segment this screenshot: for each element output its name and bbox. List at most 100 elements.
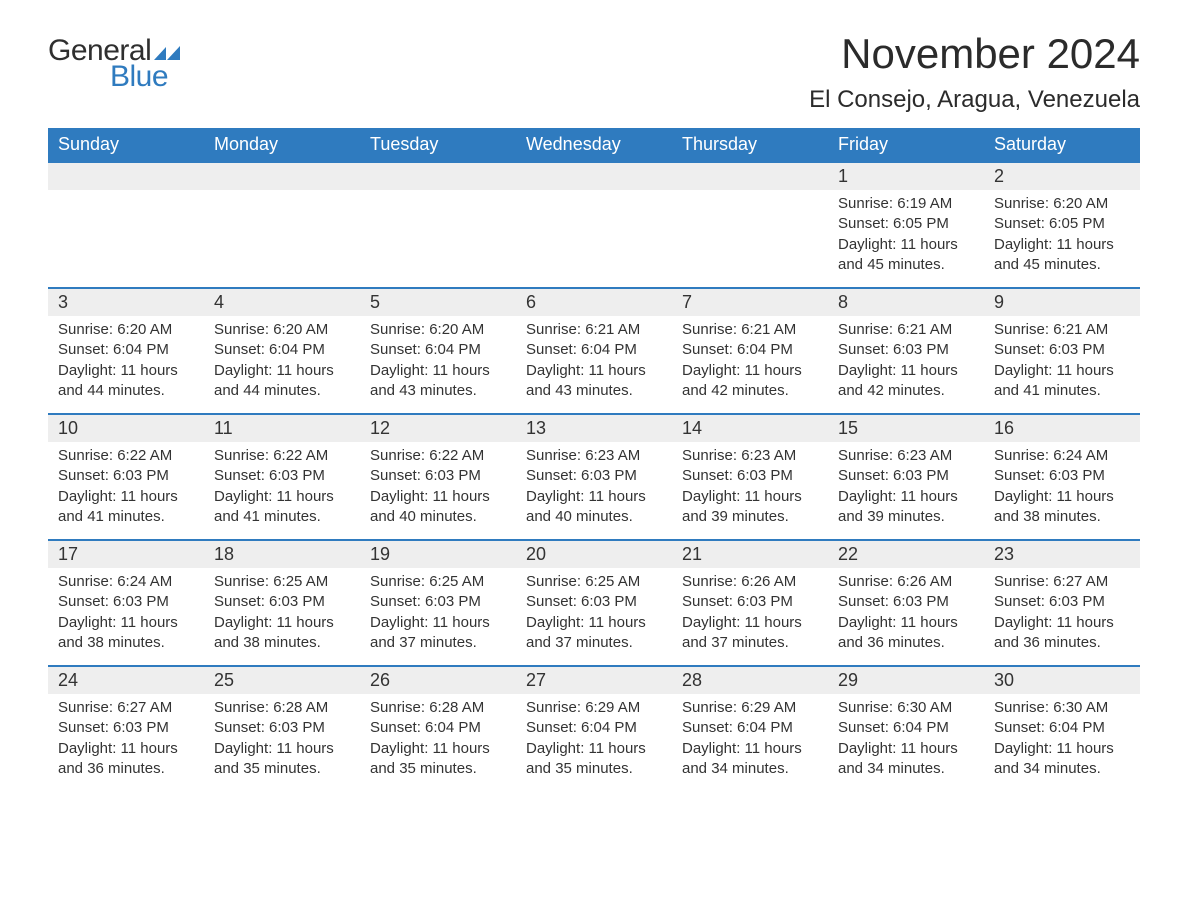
day-details: Sunrise: 6:29 AMSunset: 6:04 PMDaylight:…: [672, 694, 828, 787]
day-number: 21: [672, 539, 828, 568]
day-number: 8: [828, 287, 984, 316]
daylight-line: Daylight: 11 hours and 34 minutes.: [838, 739, 974, 780]
sunset-line: Sunset: 6:03 PM: [994, 466, 1130, 486]
sunrise-line: Sunrise: 6:26 AM: [838, 572, 974, 592]
day-number: 13: [516, 413, 672, 442]
day-details: Sunrise: 6:21 AMSunset: 6:03 PMDaylight:…: [828, 316, 984, 409]
sunrise-line: Sunrise: 6:25 AM: [214, 572, 350, 592]
calendar-day: 8Sunrise: 6:21 AMSunset: 6:03 PMDaylight…: [828, 287, 984, 413]
day-details: Sunrise: 6:20 AMSunset: 6:04 PMDaylight:…: [204, 316, 360, 409]
day-number: 24: [48, 665, 204, 694]
day-number: 19: [360, 539, 516, 568]
day-details: Sunrise: 6:30 AMSunset: 6:04 PMDaylight:…: [984, 694, 1140, 787]
daylight-line: Daylight: 11 hours and 37 minutes.: [526, 613, 662, 654]
daylight-line: Daylight: 11 hours and 35 minutes.: [526, 739, 662, 780]
sunrise-line: Sunrise: 6:30 AM: [838, 698, 974, 718]
daylight-line: Daylight: 11 hours and 37 minutes.: [370, 613, 506, 654]
sunrise-line: Sunrise: 6:22 AM: [370, 446, 506, 466]
daylight-line: Daylight: 11 hours and 44 minutes.: [214, 361, 350, 402]
sunset-line: Sunset: 6:04 PM: [994, 718, 1130, 738]
day-number: 15: [828, 413, 984, 442]
day-number: 6: [516, 287, 672, 316]
calendar-day: 5Sunrise: 6:20 AMSunset: 6:04 PMDaylight…: [360, 287, 516, 413]
calendar-day: 22Sunrise: 6:26 AMSunset: 6:03 PMDayligh…: [828, 539, 984, 665]
daylight-line: Daylight: 11 hours and 45 minutes.: [838, 235, 974, 276]
daylight-line: Daylight: 11 hours and 36 minutes.: [838, 613, 974, 654]
day-number: 25: [204, 665, 360, 694]
sunset-line: Sunset: 6:04 PM: [370, 340, 506, 360]
day-details: Sunrise: 6:22 AMSunset: 6:03 PMDaylight:…: [204, 442, 360, 535]
calendar-day: 21Sunrise: 6:26 AMSunset: 6:03 PMDayligh…: [672, 539, 828, 665]
calendar-day: 9Sunrise: 6:21 AMSunset: 6:03 PMDaylight…: [984, 287, 1140, 413]
daylight-line: Daylight: 11 hours and 41 minutes.: [994, 361, 1130, 402]
day-details: Sunrise: 6:21 AMSunset: 6:03 PMDaylight:…: [984, 316, 1140, 409]
daylight-line: Daylight: 11 hours and 42 minutes.: [838, 361, 974, 402]
sunrise-line: Sunrise: 6:30 AM: [994, 698, 1130, 718]
calendar-day: 17Sunrise: 6:24 AMSunset: 6:03 PMDayligh…: [48, 539, 204, 665]
sunrise-line: Sunrise: 6:25 AM: [370, 572, 506, 592]
day-number: 4: [204, 287, 360, 316]
daylight-line: Daylight: 11 hours and 38 minutes.: [58, 613, 194, 654]
sunrise-line: Sunrise: 6:21 AM: [994, 320, 1130, 340]
day-number: 26: [360, 665, 516, 694]
day-number-empty: [360, 161, 516, 190]
sunset-line: Sunset: 6:04 PM: [370, 718, 506, 738]
daylight-line: Daylight: 11 hours and 34 minutes.: [682, 739, 818, 780]
calendar-empty: [516, 161, 672, 287]
sunset-line: Sunset: 6:03 PM: [994, 340, 1130, 360]
day-details: Sunrise: 6:25 AMSunset: 6:03 PMDaylight:…: [516, 568, 672, 661]
calendar-day: 29Sunrise: 6:30 AMSunset: 6:04 PMDayligh…: [828, 665, 984, 791]
sunset-line: Sunset: 6:03 PM: [838, 466, 974, 486]
daylight-line: Daylight: 11 hours and 39 minutes.: [838, 487, 974, 528]
calendar-day: 14Sunrise: 6:23 AMSunset: 6:03 PMDayligh…: [672, 413, 828, 539]
calendar-day: 20Sunrise: 6:25 AMSunset: 6:03 PMDayligh…: [516, 539, 672, 665]
logo-text-blue: Blue: [110, 60, 180, 94]
calendar-row: 17Sunrise: 6:24 AMSunset: 6:03 PMDayligh…: [48, 539, 1140, 665]
daylight-line: Daylight: 11 hours and 35 minutes.: [370, 739, 506, 780]
day-details: Sunrise: 6:28 AMSunset: 6:03 PMDaylight:…: [204, 694, 360, 787]
day-number-empty: [516, 161, 672, 190]
calendar-day: 12Sunrise: 6:22 AMSunset: 6:03 PMDayligh…: [360, 413, 516, 539]
day-details: Sunrise: 6:30 AMSunset: 6:04 PMDaylight:…: [828, 694, 984, 787]
calendar-day: 19Sunrise: 6:25 AMSunset: 6:03 PMDayligh…: [360, 539, 516, 665]
weekday-header: Sunday: [48, 128, 204, 161]
sunset-line: Sunset: 6:04 PM: [682, 340, 818, 360]
daylight-line: Daylight: 11 hours and 40 minutes.: [526, 487, 662, 528]
day-number: 2: [984, 161, 1140, 190]
sunset-line: Sunset: 6:03 PM: [214, 718, 350, 738]
sunrise-line: Sunrise: 6:27 AM: [58, 698, 194, 718]
daylight-line: Daylight: 11 hours and 43 minutes.: [526, 361, 662, 402]
calendar-day: 23Sunrise: 6:27 AMSunset: 6:03 PMDayligh…: [984, 539, 1140, 665]
weekday-header: Tuesday: [360, 128, 516, 161]
weekday-header: Friday: [828, 128, 984, 161]
day-number-empty: [672, 161, 828, 190]
daylight-line: Daylight: 11 hours and 36 minutes.: [994, 613, 1130, 654]
day-details: Sunrise: 6:23 AMSunset: 6:03 PMDaylight:…: [672, 442, 828, 535]
calendar-day: 10Sunrise: 6:22 AMSunset: 6:03 PMDayligh…: [48, 413, 204, 539]
daylight-line: Daylight: 11 hours and 38 minutes.: [994, 487, 1130, 528]
calendar-empty: [204, 161, 360, 287]
day-number: 1: [828, 161, 984, 190]
weekday-header: Wednesday: [516, 128, 672, 161]
sunset-line: Sunset: 6:03 PM: [370, 466, 506, 486]
day-details: Sunrise: 6:25 AMSunset: 6:03 PMDaylight:…: [360, 568, 516, 661]
day-details: Sunrise: 6:21 AMSunset: 6:04 PMDaylight:…: [672, 316, 828, 409]
day-details: Sunrise: 6:19 AMSunset: 6:05 PMDaylight:…: [828, 190, 984, 283]
sunrise-line: Sunrise: 6:29 AM: [682, 698, 818, 718]
day-number: 12: [360, 413, 516, 442]
calendar-day: 4Sunrise: 6:20 AMSunset: 6:04 PMDaylight…: [204, 287, 360, 413]
calendar-day: 24Sunrise: 6:27 AMSunset: 6:03 PMDayligh…: [48, 665, 204, 791]
sunrise-line: Sunrise: 6:25 AM: [526, 572, 662, 592]
calendar-empty: [672, 161, 828, 287]
calendar-empty: [48, 161, 204, 287]
sunset-line: Sunset: 6:03 PM: [994, 592, 1130, 612]
sunrise-line: Sunrise: 6:22 AM: [214, 446, 350, 466]
sunset-line: Sunset: 6:03 PM: [58, 592, 194, 612]
calendar-day: 7Sunrise: 6:21 AMSunset: 6:04 PMDaylight…: [672, 287, 828, 413]
sunset-line: Sunset: 6:03 PM: [682, 466, 818, 486]
sunrise-line: Sunrise: 6:22 AM: [58, 446, 194, 466]
sunrise-line: Sunrise: 6:20 AM: [214, 320, 350, 340]
sunrise-line: Sunrise: 6:23 AM: [526, 446, 662, 466]
day-details: Sunrise: 6:24 AMSunset: 6:03 PMDaylight:…: [984, 442, 1140, 535]
daylight-line: Daylight: 11 hours and 42 minutes.: [682, 361, 818, 402]
